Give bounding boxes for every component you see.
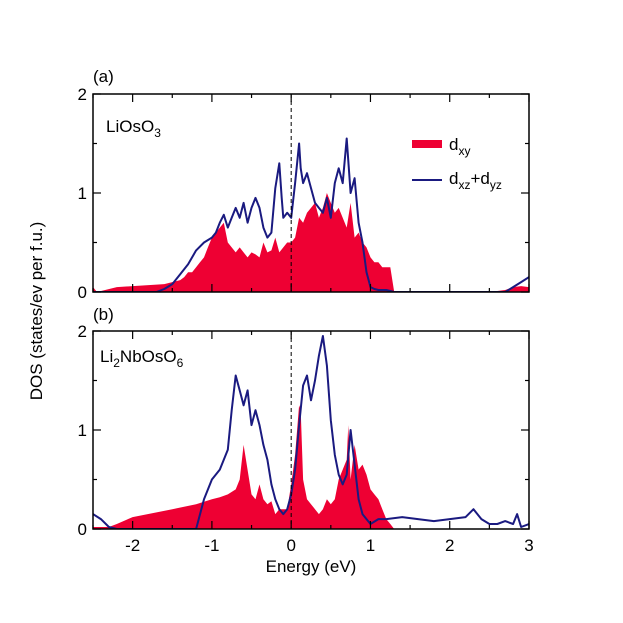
material-b-part2: NbOsO	[120, 347, 177, 366]
x-axis-label: Energy (eV)	[266, 557, 357, 576]
legend: dxy dxz+dyz	[412, 135, 502, 192]
panel-a: 0 1 2 (a) LiOsO3	[78, 67, 530, 302]
panel-a-dxz-dyz-line	[93, 137, 529, 292]
panel-a-material-label: LiOsO3	[106, 117, 161, 140]
panel-b-dxy-area	[93, 405, 529, 529]
material-b-sub2: 6	[177, 356, 184, 370]
x-tick-label: -2	[125, 536, 140, 555]
panel-a-y-tick-label: 1	[78, 184, 87, 203]
x-tick-label: 0	[286, 536, 295, 555]
x-tick-label: -1	[204, 536, 219, 555]
material-b-part1: Li	[100, 347, 113, 366]
material-b-sub1: 2	[113, 356, 120, 370]
panel-b-series-layer	[93, 335, 529, 529]
panel-a-tag: (a)	[93, 67, 114, 86]
x-tick-label: 2	[445, 536, 454, 555]
panel-b-ticks: -2 -1 0 1 2 3 0 1 2	[78, 322, 534, 555]
panel-b-y-tick-label: 0	[78, 520, 87, 539]
panel-a-y-tick-label: 0	[78, 283, 87, 302]
material-a-sub1: 3	[154, 126, 161, 140]
x-tick-label: 1	[366, 536, 375, 555]
panel-a-y-tick-label: 2	[78, 85, 87, 104]
x-tick-label: 3	[524, 536, 533, 555]
panel-b-dxz-dyz-line	[93, 335, 529, 529]
panel-b-material-label: Li2NbOsO6	[100, 347, 184, 370]
legend-label-dxy: dxy	[449, 135, 470, 158]
panel-a-dxy-area	[93, 193, 529, 292]
panel-b-y-tick-label: 2	[78, 322, 87, 341]
panel-a-ticks: 0 1 2	[78, 85, 530, 302]
panel-b-tag: (b)	[93, 305, 114, 324]
legend-label-dxz-dyz: dxz+dyz	[449, 169, 502, 192]
material-a-part1: LiOsO	[106, 117, 154, 136]
panel-a-series-layer	[93, 137, 529, 292]
panel-b-y-tick-label: 1	[78, 421, 87, 440]
y-axis-label: DOS (states/ev per f.u.)	[27, 222, 46, 401]
legend-swatch-dxy	[412, 140, 442, 148]
